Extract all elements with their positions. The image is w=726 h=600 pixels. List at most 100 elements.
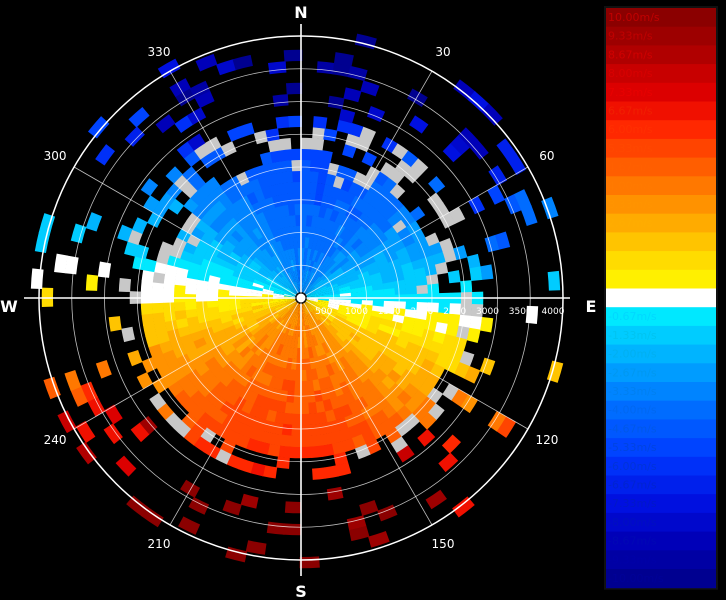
velocity-cell (356, 382, 370, 397)
velocity-cell (276, 182, 287, 196)
velocity-cell (247, 352, 259, 366)
azimuth-spoke (300, 70, 433, 299)
velocity-cell (179, 333, 194, 346)
velocity-cell (300, 347, 306, 360)
velocity-cell (452, 336, 468, 352)
range-label: 2500 (443, 307, 466, 317)
velocity-cell (175, 87, 196, 107)
velocity-cell (436, 312, 450, 325)
velocity-cell (336, 119, 353, 134)
velocity-cell (313, 308, 324, 318)
velocity-cell (262, 465, 278, 479)
velocity-cell (316, 287, 328, 293)
velocity-cell (152, 271, 166, 284)
velocity-cell (190, 226, 206, 240)
radar-site-marker (295, 292, 307, 304)
velocity-cell (387, 212, 402, 228)
velocity-cell (379, 220, 394, 234)
velocity-cell (425, 232, 440, 247)
velocity-cell (362, 349, 376, 362)
velocity-cell (268, 273, 280, 283)
velocity-cell (245, 319, 258, 329)
velocity-cell (221, 319, 235, 330)
velocity-cell (321, 315, 332, 325)
velocity-cell (303, 269, 308, 282)
velocity-cell (261, 298, 274, 303)
velocity-cell (256, 371, 268, 385)
legend-swatch (606, 307, 716, 327)
velocity-cell (296, 347, 301, 360)
velocity-cell (174, 309, 187, 321)
velocity-cell (323, 465, 339, 479)
velocity-cell (293, 270, 298, 282)
velocity-cell (181, 412, 199, 430)
velocity-cell (240, 361, 253, 375)
velocity-cell (348, 122, 365, 138)
velocity-cell (368, 386, 383, 402)
velocity-cell (261, 336, 272, 348)
velocity-cell (139, 416, 158, 435)
velocity-cell (351, 328, 364, 339)
velocity-cell (279, 344, 288, 357)
velocity-cell (254, 275, 267, 284)
velocity-cell (235, 324, 249, 335)
velocity-cell (432, 251, 447, 266)
velocity-cell (325, 173, 337, 187)
velocity-cell (76, 441, 97, 465)
velocity-cell (284, 323, 292, 335)
velocity-cell (353, 324, 366, 335)
velocity-cell (235, 357, 248, 371)
velocity-cell (411, 258, 425, 271)
velocity-cell (273, 302, 285, 307)
velocity-cell (217, 300, 230, 307)
velocity-cell (255, 272, 268, 281)
velocity-cell (365, 261, 379, 272)
velocity-cell (315, 306, 326, 314)
velocity-cell (337, 279, 349, 287)
legend-swatch (606, 288, 716, 308)
velocity-cell (308, 181, 318, 195)
velocity-cell (241, 309, 254, 317)
velocity-cell (326, 308, 338, 316)
velocity-cell (128, 106, 150, 128)
velocity-cell (304, 302, 313, 313)
velocity-cell (333, 269, 345, 279)
velocity-cell (141, 269, 155, 283)
velocity-cell (343, 353, 355, 366)
velocity-cell (375, 381, 390, 396)
velocity-cell (306, 293, 319, 297)
legend-label: 3.33m/s (608, 198, 653, 211)
velocity-cell (339, 302, 352, 307)
velocity-cell (305, 301, 316, 309)
velocity-cell (326, 306, 339, 313)
legend-label: -10.00m/s (608, 572, 664, 585)
velocity-cell (226, 126, 244, 142)
velocity-cell (273, 267, 284, 278)
velocity-cell (350, 299, 363, 305)
velocity-cell (140, 178, 159, 197)
velocity-cell (255, 253, 267, 265)
velocity-cell (300, 358, 307, 371)
velocity-cell (145, 333, 160, 348)
velocity-cell (333, 251, 344, 263)
velocity-cell (151, 281, 164, 294)
velocity-cell (362, 378, 376, 393)
velocity-cell (230, 229, 244, 243)
velocity-cell (366, 239, 380, 252)
velocity-cell (286, 192, 295, 205)
legend-swatch (606, 26, 716, 46)
velocity-cell (263, 283, 276, 290)
velocity-cell (232, 54, 253, 71)
velocity-cell (206, 287, 219, 296)
velocity-cell (306, 313, 313, 325)
velocity-cell (409, 115, 429, 134)
velocity-cell (355, 320, 369, 331)
velocity-cell (284, 181, 295, 195)
velocity-cell (350, 374, 363, 388)
velocity-cell (186, 212, 202, 227)
velocity-cell (302, 303, 306, 315)
velocity-cell (253, 164, 267, 179)
velocity-cell (280, 250, 288, 263)
velocity-cell (452, 496, 475, 518)
velocity-cell (269, 432, 282, 446)
